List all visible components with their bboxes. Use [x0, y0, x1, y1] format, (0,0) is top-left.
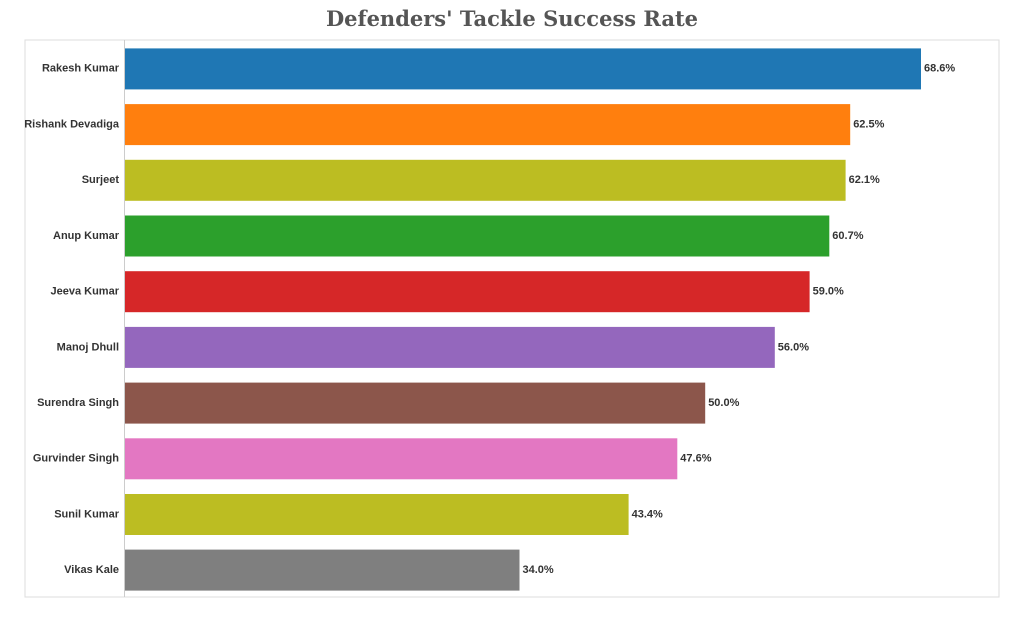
bar	[125, 48, 921, 90]
category-label: Manoj Dhull	[57, 341, 119, 353]
bars-layer	[125, 48, 921, 591]
category-label: Rishank Devadiga	[24, 119, 120, 131]
value-label: 43.4%	[632, 508, 663, 520]
category-label: Sunil Kumar	[54, 508, 120, 520]
category-label: Surjeet	[82, 174, 120, 186]
category-label: Jeeva Kumar	[51, 286, 120, 298]
value-label: 59.0%	[813, 286, 844, 298]
value-label: 56.0%	[778, 341, 809, 353]
bar	[125, 549, 520, 591]
bar	[125, 438, 678, 480]
bar	[125, 271, 810, 313]
bar	[125, 382, 706, 424]
category-label: Vikas Kale	[64, 564, 119, 576]
value-label: 62.5%	[853, 119, 884, 131]
category-label: Gurvinder Singh	[33, 453, 119, 465]
bar	[125, 326, 775, 368]
chart-title: Defenders' Tackle Success Rate	[325, 6, 699, 31]
bar	[125, 494, 629, 535]
value-label: 34.0%	[523, 564, 554, 576]
bar	[125, 215, 830, 257]
category-label: Rakesh Kumar	[42, 63, 120, 75]
bar	[125, 104, 851, 146]
value-label: 47.6%	[680, 453, 711, 465]
value-label: 50.0%	[708, 397, 739, 409]
bar	[125, 159, 846, 201]
value-label: 60.7%	[832, 230, 863, 242]
value-label: 62.1%	[849, 174, 880, 186]
category-label: Anup Kumar	[53, 230, 120, 242]
category-label: Surendra Singh	[37, 397, 119, 409]
labels-layer: Rakesh Kumar 68.6% Rishank Devadiga 62.5% Su…	[24, 63, 955, 576]
plot-area-frame	[24, 39, 1000, 598]
value-label: 68.6%	[924, 63, 955, 75]
